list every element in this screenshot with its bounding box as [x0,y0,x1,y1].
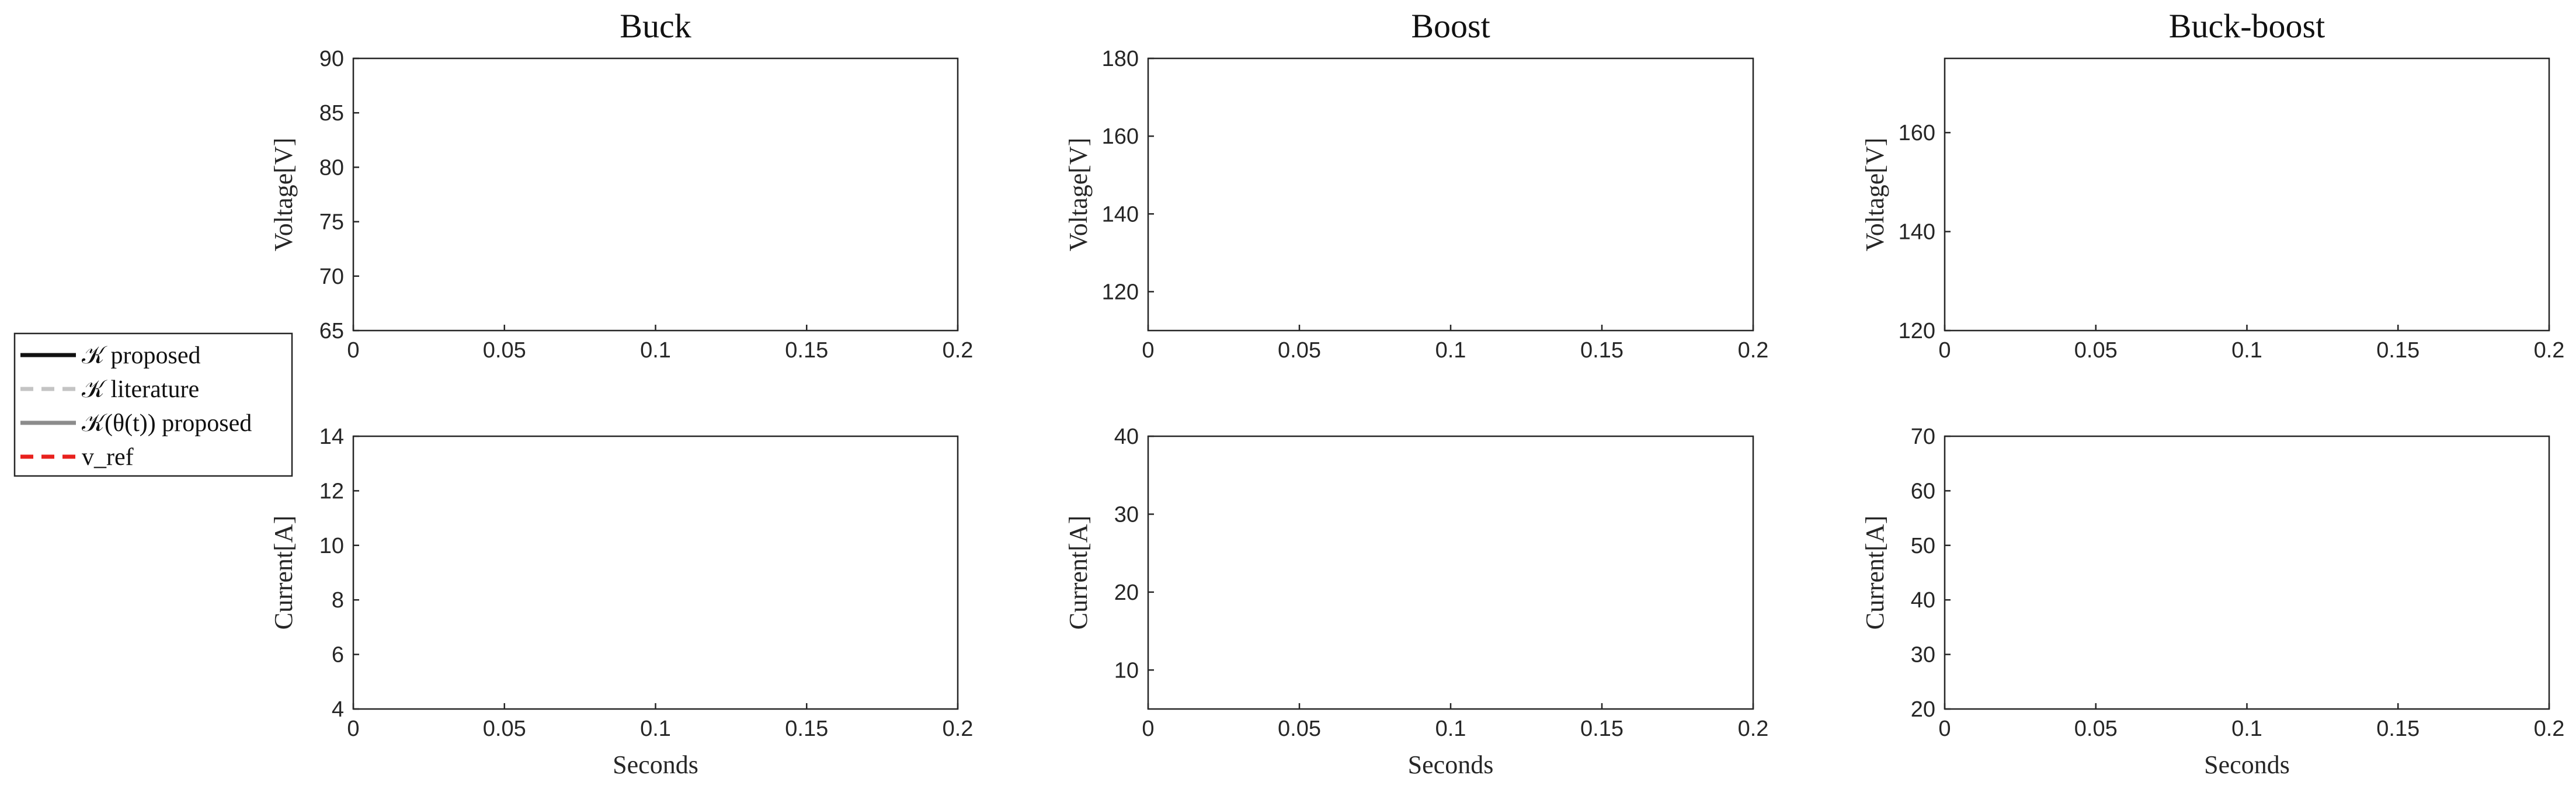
y-tick-label: 160 [1899,121,1935,145]
y-tick-label: 6 [332,643,344,668]
x-tick-label: 0.05 [483,717,526,741]
y-axis-label: Current[A] [1064,516,1093,630]
chart-title: Buck-boost [2169,7,2325,45]
y-tick-label: 90 [319,47,344,71]
chart-buckboost-voltage: 0 0.05 0.1 0.15 0.2 120 140 160 Voltage[V] Buck-b… [1861,7,2564,363]
y-tick-label: 75 [319,210,344,235]
x-tick-label: 0 [1142,338,1154,363]
y-tick-label: 85 [319,101,344,126]
chart-boost-current: 0 0.05 0.1 0.15 0.2 10 20 30 40 Current[A] Seconds [1064,425,1768,779]
x-tick-label: 0.2 [943,717,974,741]
y-tick-label: 8 [332,588,344,613]
x-tick-label: 0.1 [1435,717,1466,741]
y-tick-label: 10 [1114,658,1139,683]
x-tick-label: 0 [347,338,359,363]
y-axis-label: Voltage[V] [1064,138,1093,252]
chart-title: Buck [620,7,691,45]
y-axis-label: Voltage[V] [269,138,298,252]
x-tick-label: 0.1 [640,338,671,363]
y-tick-label: 70 [319,265,344,289]
x-tick-label: 0.15 [1580,338,1624,363]
x-tick-label: 0.05 [2074,338,2118,363]
x-axis-label: Seconds [2204,750,2290,779]
y-tick-label: 30 [1911,643,1935,668]
y-tick-label: 140 [1899,220,1935,245]
x-tick-label: 0.1 [1435,338,1466,363]
y-tick-label: 120 [1899,319,1935,343]
x-axis-label: Seconds [613,750,698,779]
y-tick-label: 10 [319,534,344,558]
axis-frame [1944,57,2550,332]
x-tick-label: 0 [347,717,359,741]
y-tick-label: 160 [1102,124,1139,149]
y-tick-label: 14 [319,425,344,449]
chart-buck-current: 0 0.05 0.1 0.15 0.2 4 6 8 10 12 14 Current[A] Second… [269,425,973,779]
y-tick-label: 65 [319,319,344,343]
y-tick-label: 60 [1911,479,1935,503]
axis-frame [1944,435,2550,710]
x-tick-label: 0.1 [2231,717,2262,741]
axis-frame [1147,57,1754,332]
axis-frame [352,57,959,332]
x-tick-label: 0.2 [943,338,974,363]
legend: 𝒦 proposed 𝒦 literature 𝒦(θ(t)) proposed… [13,332,293,477]
y-tick-label: 70 [1911,425,1935,449]
y-axis-label: Voltage[V] [1861,138,1889,252]
x-tick-label: 0 [1938,338,1951,363]
y-tick-label: 20 [1911,697,1935,722]
x-tick-label: 0.05 [1278,717,1321,741]
chart-buckboost-current: 0 0.05 0.1 0.15 0.2 20 30 40 50 60 70 Current[A] Sec… [1861,425,2564,779]
y-tick-label: 40 [1114,425,1139,449]
x-tick-label: 0.15 [2376,338,2419,363]
y-tick-label: 20 [1114,581,1139,605]
y-tick-label: 140 [1102,202,1139,227]
legend-box [13,332,293,477]
y-tick-label: 120 [1102,280,1139,304]
x-tick-label: 0.2 [1738,338,1769,363]
y-axis-label: Current[A] [1861,516,1889,630]
y-tick-label: 180 [1102,47,1139,71]
x-tick-label: 0.15 [1580,717,1624,741]
x-tick-label: 0.2 [1738,717,1769,741]
x-tick-label: 0.05 [2074,717,2118,741]
y-tick-label: 12 [319,479,344,503]
x-tick-label: 0.15 [785,717,828,741]
legend-label-k-proposed: 𝒦 proposed [82,342,201,369]
y-tick-label: 80 [319,155,344,180]
chart-boost-voltage: 0 0.05 0.1 0.15 0.2 120 140 160 180 Voltage[V] Boo… [1064,7,1768,363]
legend-label-vref: v_ref [82,444,134,471]
legend-label-k-theta-proposed: 𝒦(θ(t)) proposed [82,410,252,437]
chart-title: Boost [1411,7,1490,45]
chart-buck-voltage: 0 0.05 0.1 0.15 0.2 65 70 75 80 85 90 Voltage[V] Buc… [269,7,973,363]
x-tick-label: 0.2 [2534,717,2565,741]
axis-frame [352,435,959,710]
x-axis-label: Seconds [1408,750,1494,779]
x-tick-label: 0 [1142,717,1154,741]
legend-label-k-literature: 𝒦 literature [82,376,199,403]
y-axis-label: Current[A] [269,516,298,630]
y-tick-label: 40 [1911,588,1935,613]
x-tick-label: 0.2 [2534,338,2565,363]
x-tick-label: 0 [1938,717,1951,741]
y-tick-label: 4 [332,697,344,722]
y-tick-label: 30 [1114,502,1139,527]
y-tick-label: 50 [1911,534,1935,558]
x-tick-label: 0.15 [2376,717,2419,741]
x-tick-label: 0.15 [785,338,828,363]
x-tick-label: 0.05 [1278,338,1321,363]
axis-frame [1147,435,1754,710]
x-tick-label: 0.05 [483,338,526,363]
x-tick-label: 0.1 [640,717,671,741]
x-tick-label: 0.1 [2231,338,2262,363]
